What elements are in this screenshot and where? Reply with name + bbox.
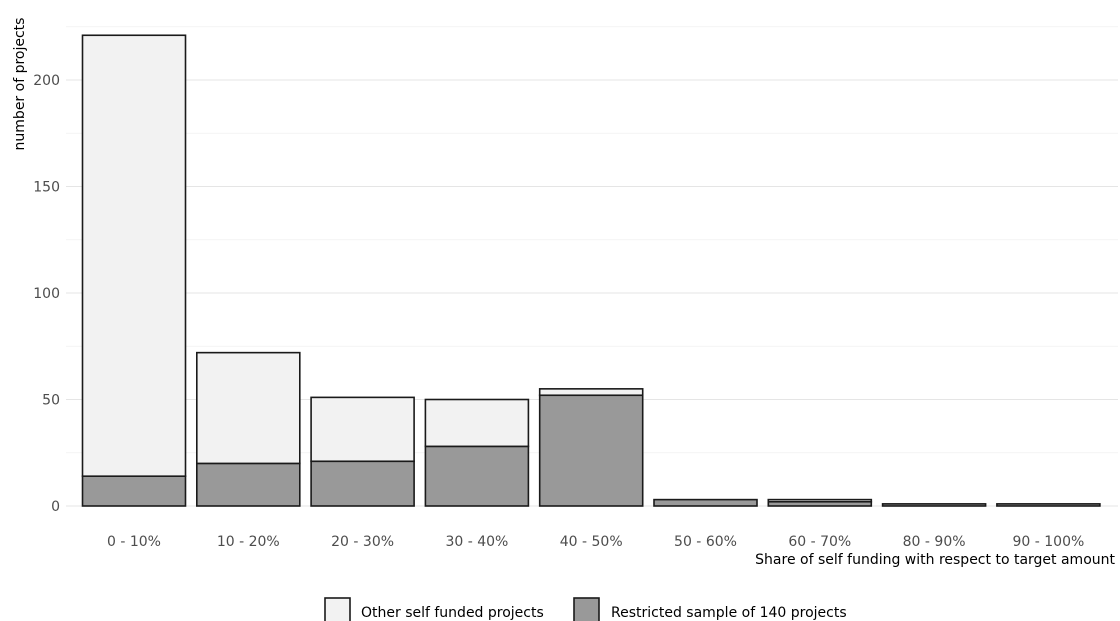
y-tick-labels: 0 50 100 150 200 [33, 73, 60, 515]
x-tick-label: 30 - 40% [445, 534, 508, 550]
x-tick-label: 40 - 50% [560, 534, 623, 550]
y-tick-label: 150 [33, 180, 60, 196]
bar-other-4 [538, 388, 644, 397]
y-tick-label: 100 [33, 286, 60, 302]
bar-restricted-7 [881, 503, 987, 507]
bar-restricted-8 [996, 503, 1101, 507]
legend-label-restricted: Restricted sample of 140 projects [611, 605, 847, 621]
bar-other-3 [424, 398, 530, 448]
bar-restricted-1 [196, 462, 301, 507]
y-tick-label: 50 [42, 393, 60, 409]
bar-other-2 [310, 396, 415, 463]
legend-key-restricted [573, 597, 600, 621]
x-tick-label: 20 - 30% [331, 534, 394, 550]
x-tick-label: 50 - 60% [674, 534, 737, 550]
y-tick-label: 200 [33, 73, 60, 89]
bar-restricted-5 [653, 498, 758, 507]
x-tick-label: 0 - 10% [107, 534, 161, 550]
y-tick-label: 0 [51, 499, 60, 515]
bar-restricted-3 [424, 445, 530, 507]
y-axis-title: number of projects [12, 18, 28, 151]
x-tick-label: 60 - 70% [788, 534, 851, 550]
bar-other-1 [196, 351, 301, 465]
x-axis-title: Share of self funding with respect to ta… [755, 552, 1115, 568]
x-tick-label: 80 - 90% [903, 534, 966, 550]
x-tick-labels: 0 - 10% 10 - 20% 20 - 30% 30 - 40% 40 - 50% 5… [107, 534, 1084, 550]
x-tick-label: 10 - 20% [217, 534, 280, 550]
bars [81, 34, 1101, 507]
bar-restricted-2 [310, 460, 415, 507]
bar-other-6 [767, 498, 873, 503]
bar-other-0 [81, 34, 187, 477]
x-tick-label: 90 - 100% [1013, 534, 1085, 550]
bar-restricted-0 [81, 475, 187, 507]
bar-restricted-4 [538, 394, 644, 507]
legend: Other self funded projects Restricted sa… [324, 597, 847, 621]
legend-label-other: Other self funded projects [361, 605, 544, 621]
legend-key-other [324, 597, 351, 621]
